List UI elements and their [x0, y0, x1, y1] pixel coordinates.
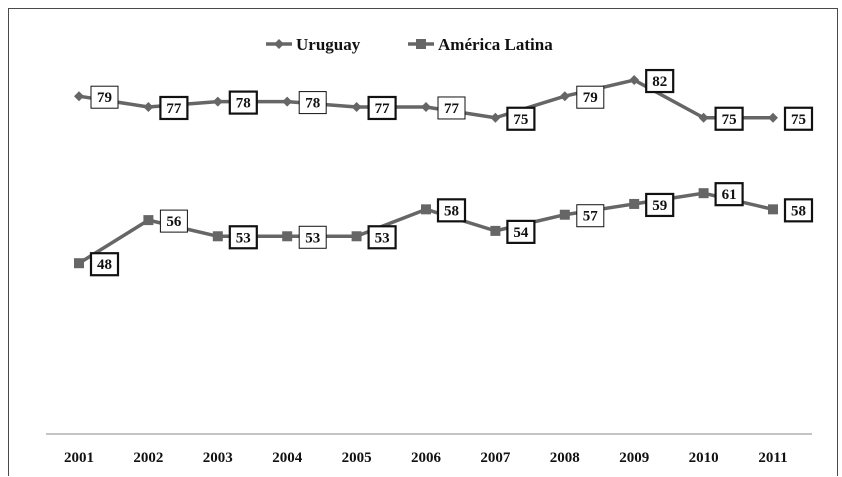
- data-label-box: [298, 91, 327, 115]
- data-point-marker: [212, 96, 223, 107]
- x-tick-label: 2006: [411, 450, 442, 466]
- data-label: 82: [652, 74, 667, 90]
- data-point-marker: [629, 75, 640, 86]
- data-label: 57: [583, 209, 599, 225]
- data-label-box: [159, 95, 189, 121]
- data-label-box: [437, 96, 466, 120]
- data-label-box: [645, 68, 675, 94]
- data-label: 54: [513, 225, 529, 241]
- data-point-marker: [490, 225, 501, 236]
- data-label: 53: [236, 230, 251, 246]
- data-label: 75: [722, 112, 737, 128]
- data-point-marker: [698, 112, 709, 123]
- data-point-marker: [143, 101, 154, 112]
- data-label-box: [506, 219, 536, 244]
- data-label-box: [783, 106, 814, 131]
- legend-label: América Latina: [438, 35, 553, 54]
- x-tick-label: 2007: [480, 450, 511, 466]
- data-label: 61: [722, 187, 737, 203]
- data-point-marker: [768, 204, 778, 215]
- data-label: 75: [513, 112, 528, 128]
- data-point-marker: [351, 101, 362, 112]
- data-label-box: [714, 106, 744, 131]
- x-tick-label: 2003: [203, 450, 233, 466]
- legend-label: Uruguay: [296, 35, 361, 54]
- data-point-marker: [768, 112, 778, 123]
- x-tick-label: 2002: [133, 450, 163, 466]
- legend-marker-0: [274, 39, 284, 49]
- data-label-box: [436, 198, 467, 223]
- data-label: 58: [791, 203, 806, 219]
- data-point-marker: [559, 91, 570, 102]
- data-label-box: [367, 225, 397, 250]
- data-point-marker: [629, 198, 640, 209]
- chart-frame: [8, 8, 838, 476]
- x-tick-label: 2009: [619, 450, 649, 466]
- x-tick-label: 2011: [758, 450, 787, 466]
- data-label: 79: [583, 90, 598, 106]
- data-point-marker: [282, 96, 293, 107]
- legend: Uruguay América Latina: [266, 35, 553, 54]
- data-label-box: [645, 192, 675, 218]
- x-tick-label: 2008: [550, 450, 580, 466]
- data-labels: 79 77 78 78 77 77 75 79 82 75 75 48 56 53 53 53 58 54 57 59…: [89, 68, 814, 277]
- data-label: 58: [444, 203, 459, 219]
- data-label-box: [783, 198, 814, 223]
- data-label: 75: [791, 112, 806, 128]
- data-label: 79: [97, 90, 112, 106]
- data-point-marker: [698, 188, 709, 199]
- data-point-marker: [421, 204, 431, 215]
- data-label: 77: [166, 101, 182, 117]
- data-point-marker: [282, 231, 293, 242]
- data-label-box: [159, 209, 188, 233]
- data-label: 56: [166, 214, 182, 230]
- series-markers: [74, 75, 778, 269]
- data-label: 53: [375, 230, 390, 246]
- data-label-box: [367, 95, 397, 121]
- x-tick-label: 2010: [689, 450, 719, 466]
- data-point-marker: [74, 91, 84, 102]
- data-label-box: [576, 204, 605, 228]
- data-label: 48: [97, 257, 112, 273]
- x-tick-label: 2005: [342, 450, 372, 466]
- data-point-marker: [143, 215, 154, 226]
- data-point-marker: [351, 231, 362, 242]
- data-label-box: [90, 85, 119, 109]
- data-point-marker: [421, 101, 431, 112]
- x-tick-labels: 2001 2002 2003 2004 2005 2006 2007 2008 2009 2010…: [64, 450, 788, 466]
- data-label-box: [298, 225, 327, 249]
- data-point-marker: [74, 258, 84, 269]
- data-label: 77: [444, 101, 460, 117]
- x-tick-label: 2001: [64, 450, 94, 466]
- data-label: 53: [305, 230, 320, 246]
- data-point-marker: [559, 209, 570, 220]
- x-tick-label: 2004: [272, 450, 303, 466]
- data-label-box: [228, 225, 258, 250]
- data-label: 59: [652, 198, 667, 214]
- legend-marker-1: [416, 39, 426, 49]
- data-label-box: [89, 252, 120, 277]
- data-point-marker: [490, 112, 501, 123]
- data-label-box: [576, 85, 605, 109]
- data-label: 78: [305, 96, 320, 112]
- data-label-box: [714, 182, 744, 207]
- data-label: 77: [375, 101, 391, 117]
- data-label: 78: [236, 96, 251, 112]
- data-point-marker: [212, 231, 223, 242]
- data-label-box: [506, 106, 536, 131]
- data-label-box: [228, 90, 258, 115]
